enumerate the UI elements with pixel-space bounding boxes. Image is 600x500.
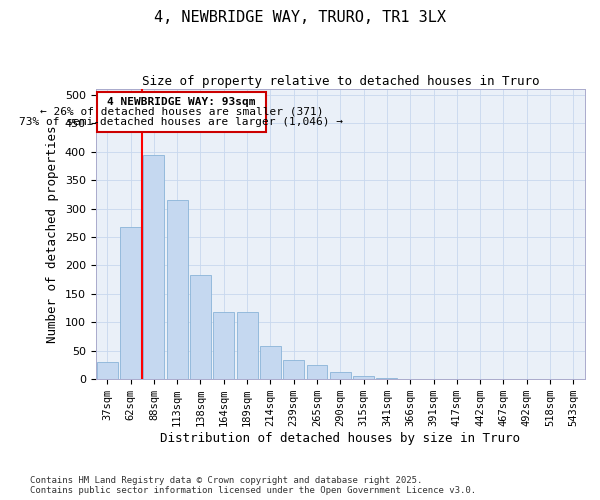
Text: 4 NEWBRIDGE WAY: 93sqm: 4 NEWBRIDGE WAY: 93sqm [107, 96, 256, 106]
Bar [307, 365, 328, 379]
Bar [236, 312, 257, 379]
X-axis label: Distribution of detached houses by size in Truro: Distribution of detached houses by size … [160, 432, 520, 445]
Bar [330, 372, 351, 379]
Bar [400, 378, 421, 379]
Bar [167, 200, 188, 379]
Text: 73% of semi-detached houses are larger (1,046) →: 73% of semi-detached houses are larger (… [19, 117, 343, 127]
Bar [260, 346, 281, 379]
Title: Size of property relative to detached houses in Truro: Size of property relative to detached ho… [142, 75, 539, 88]
Text: Contains HM Land Registry data © Crown copyright and database right 2025.
Contai: Contains HM Land Registry data © Crown c… [30, 476, 476, 495]
Bar [97, 362, 118, 379]
Bar [214, 312, 234, 379]
Text: 4, NEWBRIDGE WAY, TRURO, TR1 3LX: 4, NEWBRIDGE WAY, TRURO, TR1 3LX [154, 10, 446, 25]
Y-axis label: Number of detached properties: Number of detached properties [46, 126, 59, 343]
Bar [190, 275, 211, 379]
Bar [143, 154, 164, 379]
Bar [376, 378, 397, 379]
FancyBboxPatch shape [97, 92, 266, 132]
Bar [283, 360, 304, 379]
Bar [353, 376, 374, 379]
Bar [120, 228, 141, 379]
Text: ← 26% of detached houses are smaller (371): ← 26% of detached houses are smaller (37… [40, 107, 323, 117]
